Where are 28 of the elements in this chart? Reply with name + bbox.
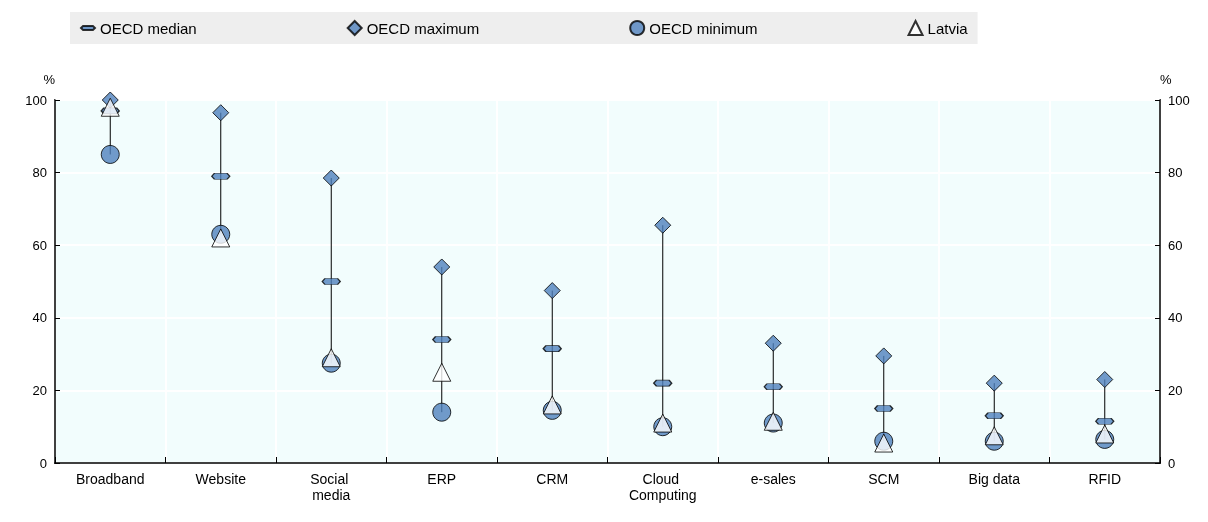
y2-tick-label: 20 [1168, 382, 1183, 398]
y-tick-label: 60 [32, 237, 47, 253]
x-tick-label: SCM [868, 471, 900, 487]
y-tick-label: 80 [32, 165, 47, 181]
y2-tick-label: 100 [1168, 92, 1190, 108]
y-tick-label: 100 [25, 92, 47, 108]
y-tick-label: 0 [39, 455, 47, 471]
y2-tick-label: 80 [1168, 165, 1183, 181]
x-tick-label: Broadband [75, 471, 145, 487]
legend-label: OECD maximum [366, 19, 480, 37]
x-tick-label: Social media [310, 471, 353, 503]
x-tick-label: RFID [1088, 471, 1122, 487]
x-tick-label: e-sales [750, 471, 796, 487]
legend-label: OECD median [100, 19, 197, 37]
legend-label: OECD minimum [649, 19, 758, 37]
x-tick-label: Big data [968, 471, 1021, 487]
y-tick-label: 40 [32, 310, 47, 326]
x-tick-label: ERP [427, 471, 457, 487]
x-tick-label: CRM [536, 471, 569, 487]
y-axis-title: % [43, 72, 56, 87]
legend-label: Latvia [927, 19, 969, 37]
x-tick-label: Website [195, 471, 247, 487]
x-tick-label: Cloud Computing [628, 471, 697, 503]
y2-tick-label: 40 [1168, 310, 1183, 326]
y2-axis-title: % [1160, 72, 1172, 87]
y-tick-label: 20 [32, 382, 47, 398]
y2-tick-label: 0 [1168, 455, 1176, 471]
y2-tick-label: 60 [1168, 237, 1183, 253]
